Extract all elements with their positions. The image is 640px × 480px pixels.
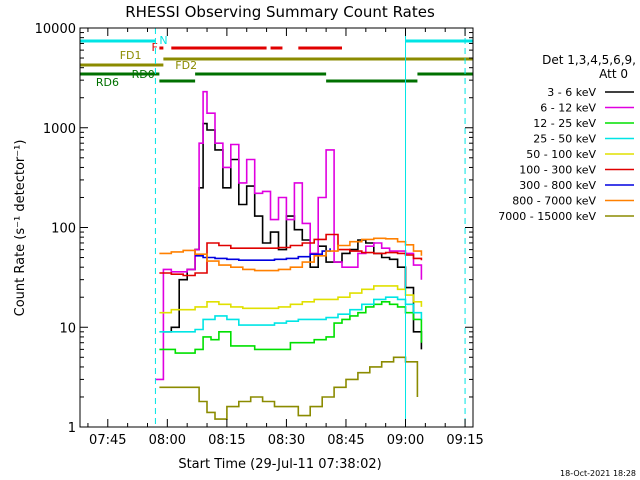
x-axis-label: Start Time (29-Jul-11 07:38:02) xyxy=(178,457,381,472)
y-tick-label: 10000 xyxy=(35,22,76,37)
chart-title: RHESSI Observing Summary Count Rates xyxy=(125,3,435,21)
legend-header-line-1: Det 1,3,4,5,6,9, xyxy=(542,53,636,67)
series-line-1 xyxy=(155,90,423,381)
legend-label: 300 - 800 keV xyxy=(519,179,596,192)
legend-header-line-2: Att 0 xyxy=(599,67,628,81)
state-bar-label-rd6: RD6 xyxy=(96,76,119,89)
legend-label: 7000 - 15000 keV xyxy=(498,210,596,223)
x-tick-label: 08:15 xyxy=(208,433,245,448)
state-bar-label-fd1: FD1 xyxy=(120,49,142,62)
y-tick-label: 1000 xyxy=(43,122,76,137)
legend-label: 50 - 100 keV xyxy=(526,148,596,161)
x-tick-label: 08:00 xyxy=(149,433,186,448)
legend: 3 - 6 keV 6 - 12 keV 12 - 25 keV 25 - 50 ke… xyxy=(498,86,634,223)
legend-label: 12 - 25 keV xyxy=(533,117,596,130)
series-line-8 xyxy=(159,356,419,420)
state-bar-label-fd2: FD2 xyxy=(175,59,197,72)
series-line-2 xyxy=(159,300,423,354)
y-tick-label: 100 xyxy=(51,222,76,237)
series-line-6 xyxy=(195,248,331,262)
state-bar-label-n: N xyxy=(159,34,167,47)
y-tick-label: 1 xyxy=(68,421,76,436)
x-tick-label: 08:45 xyxy=(327,433,364,448)
y-axis-label: Count Rate (s⁻¹ detector⁻¹) xyxy=(13,140,28,317)
legend-label: 800 - 7000 keV xyxy=(512,195,596,208)
state-bar-label-rd0: RD0 xyxy=(132,68,155,81)
x-tick-label: 09:15 xyxy=(446,433,483,448)
series-line-3 xyxy=(159,296,423,333)
series-layer xyxy=(155,90,423,420)
x-tick-label: 09:00 xyxy=(387,433,424,448)
x-tick-label: 08:30 xyxy=(268,433,305,448)
state-bar-label-f: F xyxy=(151,41,157,54)
series-line-5 xyxy=(159,233,423,277)
series-line-4 xyxy=(159,285,423,314)
y-tick-label: 10 xyxy=(59,321,76,336)
series-line-7 xyxy=(159,237,423,272)
x-axis: 07:45 08:00 08:15 08:30 08:45 09:00 09:15 xyxy=(87,28,484,448)
state-bars: NF FD1 FD2 RD0 RD6 xyxy=(80,34,473,89)
x-tick-label: 07:45 xyxy=(89,433,126,448)
legend-label: 25 - 50 keV xyxy=(533,133,596,146)
y-axis: 1 10 100 1000 10000 xyxy=(35,22,473,436)
legend-label: 100 - 300 keV xyxy=(519,164,596,177)
footer-date: 18-Oct-2021 18:28 xyxy=(560,469,636,478)
legend-label: 3 - 6 keV xyxy=(547,86,596,99)
legend-label: 6 - 12 keV xyxy=(540,102,596,115)
